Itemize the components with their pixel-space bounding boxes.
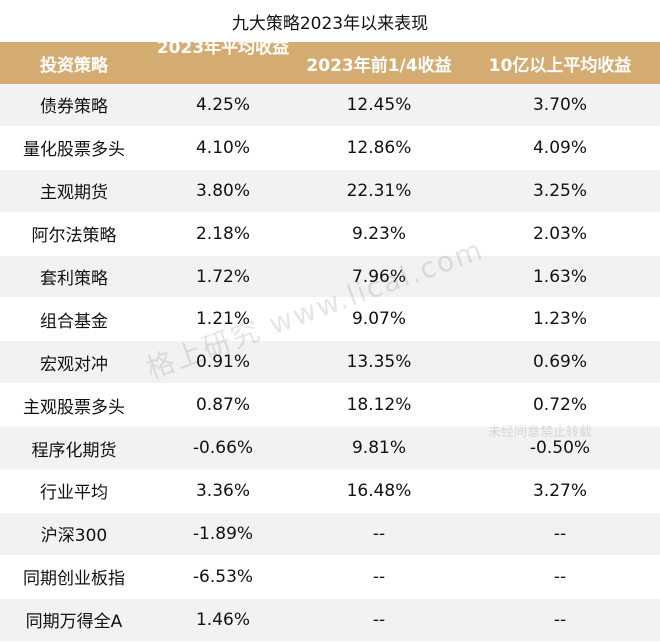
cell-over-1b-avg-return: -- bbox=[460, 512, 660, 556]
cell-q1-return-2023: 9.81% bbox=[298, 426, 460, 471]
cell-strategy: 行业平均 bbox=[0, 469, 148, 513]
table-row: 阿尔法策略 2.18% 9.23% 2.03% bbox=[0, 212, 660, 256]
cell-avg-return-2023: 1.21% bbox=[148, 297, 298, 342]
cell-strategy: 主观股票多头 bbox=[0, 383, 148, 428]
cell-q1-return-2023: -- bbox=[298, 555, 460, 599]
cell-over-1b-avg-return: -- bbox=[460, 598, 660, 642]
cell-over-1b-avg-return: -- bbox=[460, 555, 660, 599]
header-strategy: 投资策略 bbox=[0, 42, 148, 84]
cell-over-1b-avg-return: -0.50% bbox=[460, 426, 660, 471]
cell-q1-return-2023: 9.23% bbox=[298, 212, 460, 256]
table-row: 同期创业板指 -6.53% -- -- bbox=[0, 555, 660, 599]
table-header-row: 投资策略 2023年平均收益 2023年前1/4收益 10亿以上平均收益 bbox=[0, 42, 660, 84]
header-avg-return-2023: 2023年平均收益 bbox=[148, 42, 298, 84]
cell-strategy: 组合基金 bbox=[0, 297, 148, 342]
cell-q1-return-2023: -- bbox=[298, 598, 460, 642]
cell-q1-return-2023: -- bbox=[298, 512, 460, 556]
cell-avg-return-2023: -1.89% bbox=[148, 512, 298, 556]
cell-strategy: 主观期货 bbox=[0, 169, 148, 213]
table-row: 主观股票多头 0.87% 18.12% 0.72% bbox=[0, 383, 660, 428]
table-row: 沪深300 -1.89% -- -- bbox=[0, 512, 660, 556]
cell-q1-return-2023: 12.45% bbox=[298, 84, 460, 127]
cell-over-1b-avg-return: 2.03% bbox=[460, 212, 660, 256]
cell-avg-return-2023: 3.80% bbox=[148, 169, 298, 213]
cell-over-1b-avg-return: 0.69% bbox=[460, 340, 660, 385]
table-row: 组合基金 1.21% 9.07% 1.23% bbox=[0, 297, 660, 342]
cell-avg-return-2023: 1.46% bbox=[148, 598, 298, 642]
cell-over-1b-avg-return: 1.63% bbox=[460, 255, 660, 299]
cell-over-1b-avg-return: 1.23% bbox=[460, 297, 660, 342]
cell-avg-return-2023: -6.53% bbox=[148, 555, 298, 599]
cell-q1-return-2023: 18.12% bbox=[298, 383, 460, 428]
cell-over-1b-avg-return: 3.70% bbox=[460, 84, 660, 127]
cell-over-1b-avg-return: 3.25% bbox=[460, 169, 660, 213]
table-row: 程序化期货 -0.66% 9.81% -0.50% bbox=[0, 426, 660, 471]
cell-avg-return-2023: -0.66% bbox=[148, 426, 298, 471]
cell-over-1b-avg-return: 4.09% bbox=[460, 126, 660, 170]
cell-q1-return-2023: 22.31% bbox=[298, 169, 460, 213]
cell-strategy: 同期创业板指 bbox=[0, 555, 148, 599]
cell-avg-return-2023: 2.18% bbox=[148, 212, 298, 256]
table-row: 主观期货 3.80% 22.31% 3.25% bbox=[0, 169, 660, 213]
cell-strategy: 宏观对冲 bbox=[0, 340, 148, 385]
cell-q1-return-2023: 7.96% bbox=[298, 255, 460, 299]
cell-q1-return-2023: 13.35% bbox=[298, 340, 460, 385]
cell-strategy: 阿尔法策略 bbox=[0, 212, 148, 256]
cell-avg-return-2023: 0.91% bbox=[148, 340, 298, 385]
table-row: 量化股票多头 4.10% 12.86% 4.09% bbox=[0, 126, 660, 170]
cell-strategy: 同期万得全A bbox=[0, 598, 148, 642]
cell-avg-return-2023: 3.36% bbox=[148, 469, 298, 513]
cell-strategy: 程序化期货 bbox=[0, 426, 148, 471]
cell-strategy: 沪深300 bbox=[0, 512, 148, 556]
cell-strategy: 债券策略 bbox=[0, 84, 148, 127]
table-row: 套利策略 1.72% 7.96% 1.63% bbox=[0, 255, 660, 299]
table-row: 行业平均 3.36% 16.48% 3.27% bbox=[0, 469, 660, 513]
cell-avg-return-2023: 4.25% bbox=[148, 84, 298, 127]
cell-avg-return-2023: 1.72% bbox=[148, 255, 298, 299]
cell-avg-return-2023: 4.10% bbox=[148, 126, 298, 170]
table-row: 宏观对冲 0.91% 13.35% 0.69% bbox=[0, 340, 660, 385]
table-row: 同期万得全A 1.46% -- -- bbox=[0, 598, 660, 642]
cell-over-1b-avg-return: 3.27% bbox=[460, 469, 660, 513]
cell-q1-return-2023: 16.48% bbox=[298, 469, 460, 513]
strategy-performance-table: 投资策略 2023年平均收益 2023年前1/4收益 10亿以上平均收益 债券策… bbox=[0, 42, 660, 642]
cell-strategy: 量化股票多头 bbox=[0, 126, 148, 170]
header-q1-return-2023: 2023年前1/4收益 bbox=[298, 42, 460, 84]
cell-strategy: 套利策略 bbox=[0, 255, 148, 299]
cell-avg-return-2023: 0.87% bbox=[148, 383, 298, 428]
cell-over-1b-avg-return: 0.72% bbox=[460, 383, 660, 428]
table-title: 九大策略2023年以来表现 bbox=[231, 13, 429, 34]
header-over-1b-avg-return: 10亿以上平均收益 bbox=[460, 42, 660, 84]
table-row: 债券策略 4.25% 12.45% 3.70% bbox=[0, 84, 660, 127]
cell-q1-return-2023: 12.86% bbox=[298, 126, 460, 170]
cell-q1-return-2023: 9.07% bbox=[298, 297, 460, 342]
